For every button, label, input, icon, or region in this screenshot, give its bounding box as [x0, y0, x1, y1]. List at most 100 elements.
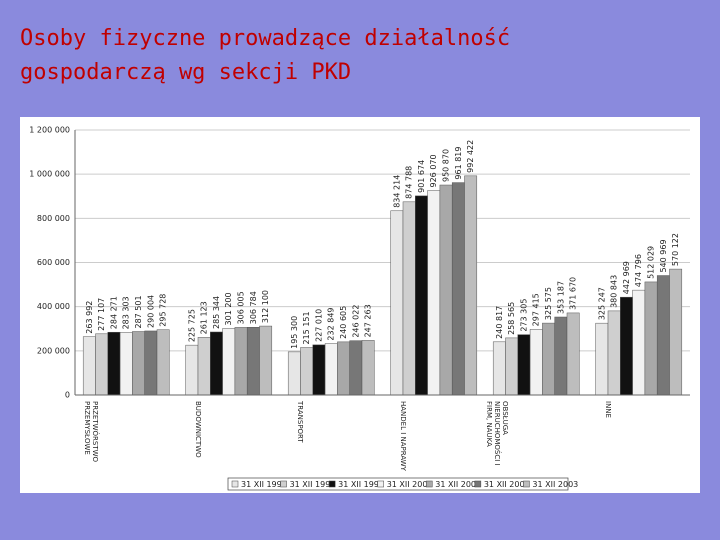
x-tick-label: INNE	[603, 401, 612, 418]
y-tick-label: 400 000	[37, 302, 70, 311]
data-label: 950 870	[442, 149, 451, 182]
y-tick-label: 1 000 000	[29, 170, 70, 179]
data-label: 287 501	[134, 295, 143, 328]
data-label: 380 843	[610, 275, 619, 308]
data-label: 926 070	[429, 154, 438, 187]
x-tick-label: PRZETWÓRSTWO PRZEMYSŁOWE	[83, 401, 99, 463]
x-tick-label: OBSŁUGA NIERUCHOMOŚCI I FIRM, NAUKA	[485, 401, 509, 466]
bar	[669, 268, 683, 396]
y-tick-label: 800 000	[37, 214, 70, 223]
data-label: 301 200	[224, 292, 233, 325]
data-label: 540 969	[659, 239, 668, 272]
data-label: 215 151	[302, 311, 311, 344]
legend-label: 31 XII 1997	[241, 480, 287, 489]
data-label: 325 575	[544, 287, 553, 320]
legend-box	[227, 477, 569, 491]
bar	[349, 340, 363, 396]
bar	[607, 310, 621, 396]
legend-label: 31 XII 2000	[387, 480, 433, 489]
data-label: 992 422	[466, 140, 475, 173]
bar	[312, 344, 326, 396]
bar	[451, 182, 465, 396]
bar	[234, 327, 248, 396]
bar	[324, 343, 338, 396]
chart-panel	[20, 117, 700, 493]
bar	[517, 334, 531, 396]
data-label: 306 005	[237, 291, 246, 324]
bar	[300, 347, 314, 396]
data-label: 312 100	[261, 290, 270, 323]
data-label: 283 303	[122, 296, 131, 329]
data-label: 961 819	[454, 147, 463, 180]
data-label: 263 992	[85, 301, 94, 334]
bar	[620, 296, 633, 396]
data-label: 570 122	[671, 233, 680, 266]
legend-label: 31 XII 2002	[484, 480, 530, 489]
bar	[119, 332, 133, 396]
data-label: 285 344	[212, 296, 221, 329]
bar	[566, 312, 580, 396]
bar	[95, 333, 109, 396]
legend-label: 31 XII 1998	[290, 480, 336, 489]
data-label: 227 010	[314, 309, 323, 342]
bar	[415, 195, 428, 396]
data-label: 297 415	[532, 293, 541, 326]
data-label: 225 725	[187, 309, 196, 342]
slide-title: gospodarczą wg sekcji PKD	[20, 60, 352, 85]
bar	[464, 175, 478, 396]
data-label: 901 674	[417, 160, 426, 193]
x-tick-label: HANDEL I NAPRAWY	[398, 401, 407, 471]
y-tick-label: 200 000	[37, 346, 70, 355]
legend-swatch	[474, 480, 482, 488]
data-label: 258 565	[507, 302, 516, 335]
bar	[222, 328, 236, 396]
slide-title: Osoby fizyczne prowadzące działalność	[20, 26, 511, 51]
data-label: 195 300	[290, 316, 299, 349]
legend-label: 31 XII 2001	[435, 480, 481, 489]
legend-swatch	[231, 480, 239, 488]
bar	[505, 337, 519, 396]
bar	[595, 322, 609, 396]
data-label: 353 187	[556, 281, 565, 314]
bar	[542, 322, 555, 396]
x-tick-label: TRANSPORT	[296, 401, 304, 443]
data-label: 273 305	[519, 299, 528, 332]
legend-label: 31 XII 1999	[338, 480, 384, 489]
data-label: 325 247	[597, 287, 606, 320]
data-label: 295 728	[159, 294, 168, 327]
data-label: 834 214	[392, 175, 401, 208]
bar	[259, 325, 273, 396]
bar	[246, 327, 260, 396]
bar	[287, 351, 301, 396]
legend-swatch	[523, 480, 530, 488]
data-label: 290 004	[146, 295, 155, 328]
legend-swatch	[280, 480, 287, 488]
bar	[402, 201, 416, 396]
bar	[185, 344, 199, 396]
y-tick-label: 600 000	[37, 258, 70, 267]
bar	[439, 184, 453, 396]
bar	[82, 336, 96, 396]
bar	[210, 331, 223, 396]
legend-swatch	[426, 480, 433, 488]
bar	[390, 210, 404, 396]
data-label: 306 784	[249, 291, 258, 324]
data-label: 261 123	[200, 301, 209, 334]
bar	[156, 329, 170, 396]
legend-swatch	[377, 480, 384, 488]
x-tick-label: BUDOWNICTWO	[193, 401, 202, 458]
data-label: 246 022	[351, 305, 360, 338]
bar	[644, 281, 658, 396]
bar	[656, 275, 670, 396]
bar	[107, 331, 121, 396]
data-label: 277 107	[97, 298, 106, 331]
bar	[197, 337, 211, 396]
bar	[337, 341, 350, 396]
bar	[554, 316, 568, 396]
bar	[632, 289, 646, 396]
bar	[144, 330, 158, 396]
data-label: 371 670	[569, 277, 578, 310]
data-label: 284 271	[109, 296, 118, 329]
